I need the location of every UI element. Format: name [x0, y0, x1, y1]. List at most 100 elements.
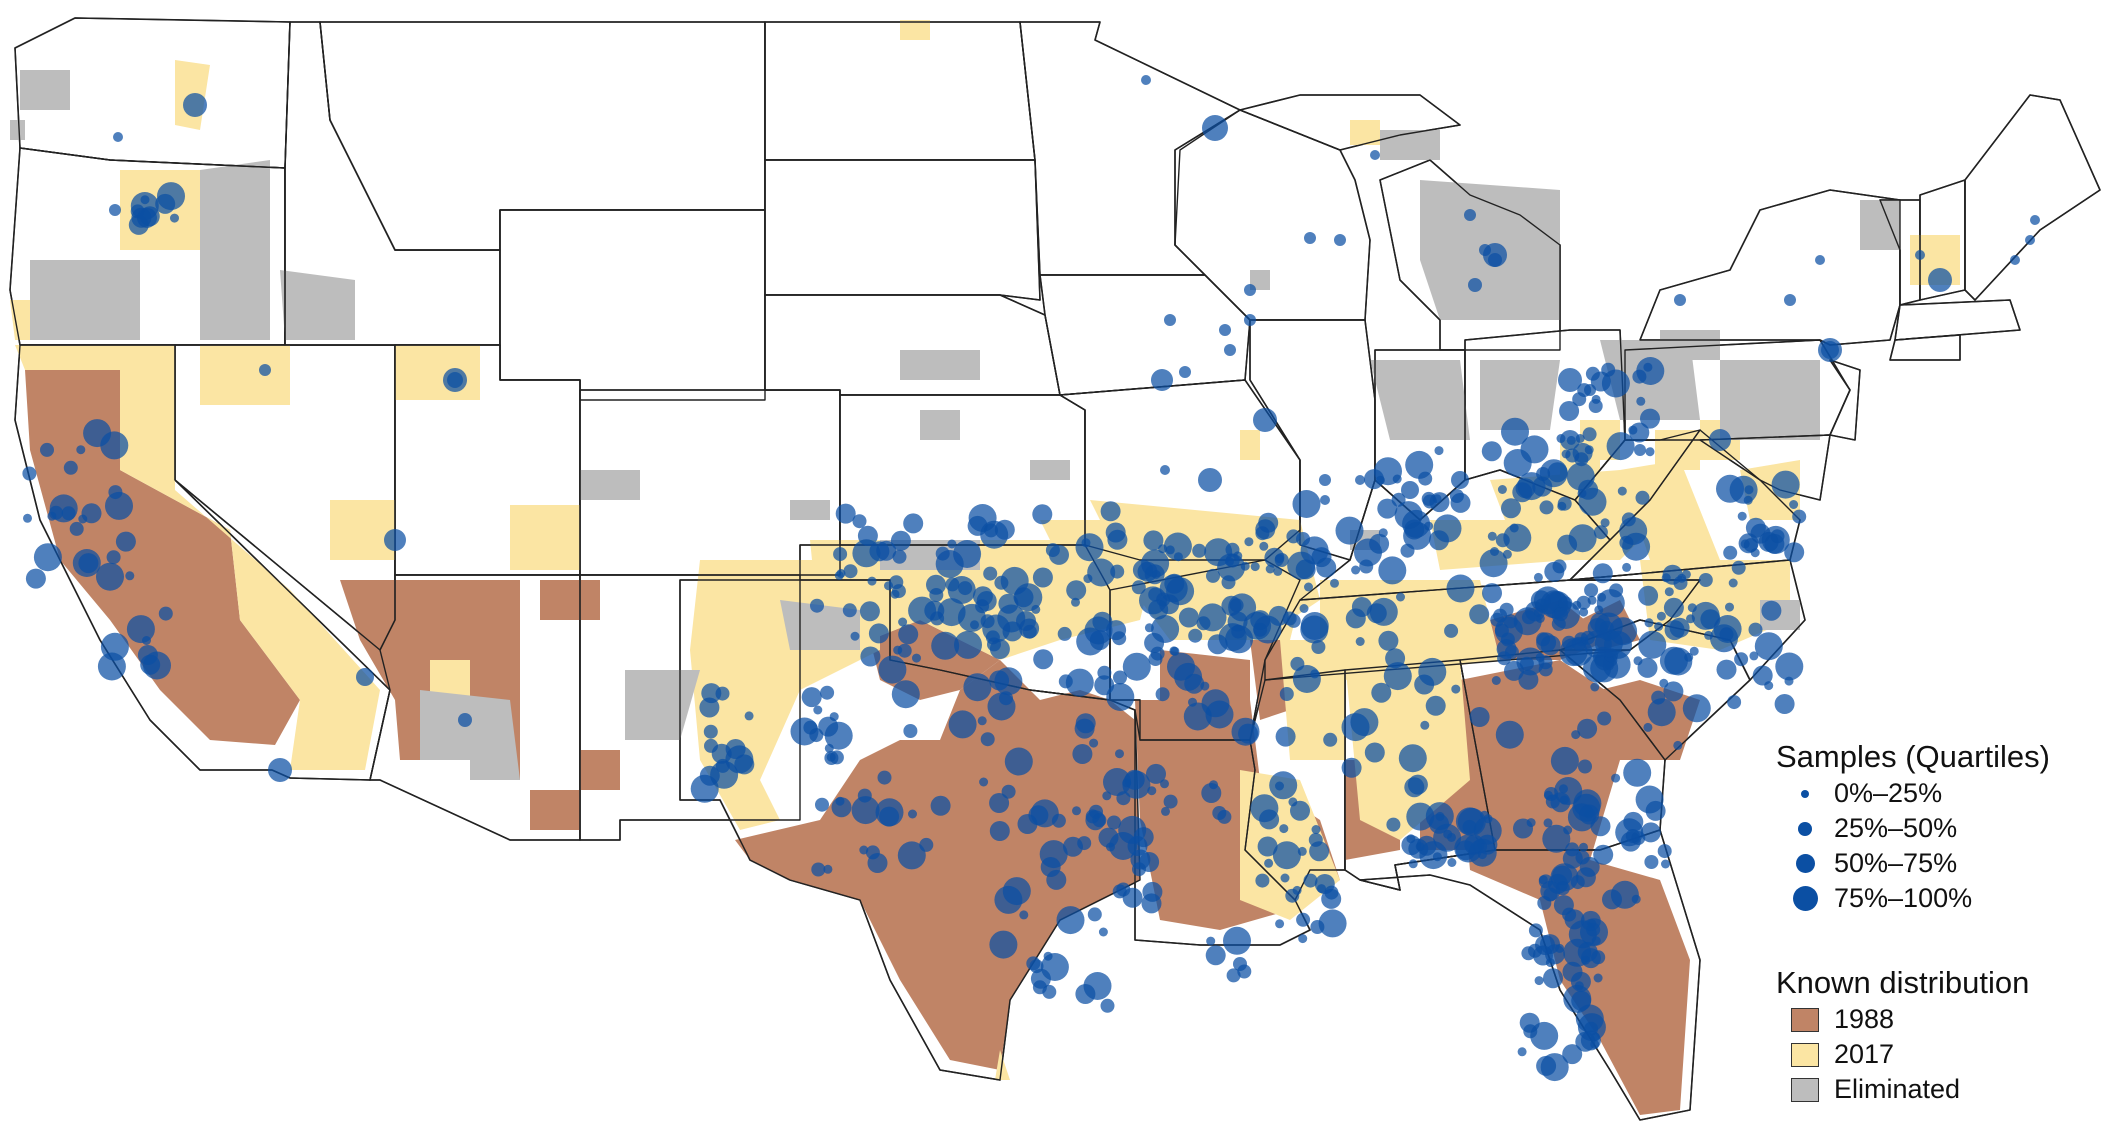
sample-point: [850, 631, 860, 641]
sample-point: [1629, 422, 1650, 443]
sample-point: [1075, 533, 1104, 562]
sample-point: [1789, 500, 1799, 509]
sample-point: [1473, 816, 1502, 845]
state-border-michigan-lower: [1379, 159, 1561, 351]
sample-point: [81, 503, 102, 524]
sample-point: [1058, 674, 1073, 689]
sample-point: [33, 543, 62, 572]
sample-point: [1087, 558, 1116, 587]
sample-point: [1479, 244, 1491, 256]
sample-point: [1433, 514, 1462, 543]
sample-point: [1224, 557, 1234, 567]
sample-point: [443, 368, 467, 392]
sample-point: [1593, 973, 1603, 983]
sample-point: [1578, 479, 1599, 500]
sample-point: [1521, 946, 1536, 961]
sample-point: [1141, 893, 1162, 914]
sample-point: [860, 646, 881, 667]
sample-point: [935, 546, 950, 561]
sample-point: [1579, 804, 1600, 825]
sample-point: [131, 207, 152, 228]
sample-point: [1297, 846, 1307, 856]
sample-point: [1330, 578, 1339, 588]
sample-point: [1429, 813, 1449, 834]
sample-point: [1451, 471, 1469, 489]
sample-point: [1723, 545, 1738, 560]
distribution-area: [1240, 430, 1260, 460]
sample-point: [1303, 873, 1318, 888]
sample-point: [1623, 758, 1652, 787]
sample-point: [1051, 813, 1066, 828]
sample-point: [1713, 615, 1742, 643]
sample-point: [898, 617, 908, 627]
sample-point: [25, 568, 46, 589]
sample-point: [1495, 720, 1524, 749]
sample-point: [831, 797, 852, 818]
sample-point: [1582, 427, 1597, 442]
sample-point: [919, 837, 934, 852]
sample-point: [1179, 366, 1191, 378]
sample-point: [1421, 491, 1436, 506]
sample-point: [1625, 829, 1640, 843]
legend-sample-q4: 75%–100%: [1776, 881, 2050, 916]
sample-point: [701, 683, 722, 704]
sample-point: [1689, 646, 1699, 656]
sample-point: [1405, 450, 1434, 479]
sample-point: [1631, 894, 1641, 904]
sample-point: [1198, 468, 1222, 492]
sample-point: [1244, 284, 1256, 296]
sample-point: [903, 513, 924, 534]
distribution-area: [1860, 200, 1900, 250]
distribution-area: [1380, 130, 1440, 160]
samples-legend-title: Samples (Quartiles): [1776, 739, 2050, 774]
sample-point: [1130, 849, 1151, 870]
map-legend: Samples (Quartiles) 0%–25% 25%–50% 50%–7…: [1776, 738, 2050, 1107]
sample-point: [1585, 366, 1600, 381]
sample-point: [834, 571, 844, 580]
sample-point: [1298, 934, 1308, 944]
sample-point: [1754, 632, 1783, 661]
sample-point: [1416, 835, 1437, 856]
sample-point: [824, 721, 853, 750]
sample-point: [1425, 695, 1446, 716]
sample-point: [1092, 813, 1107, 828]
sample-point: [1557, 501, 1567, 511]
sample-point: [1469, 707, 1490, 727]
sample-point: [1092, 611, 1113, 632]
sample-point: [1083, 574, 1093, 584]
sample-point: [183, 93, 207, 117]
sample-point: [1815, 255, 1825, 265]
sample-point: [989, 930, 1018, 959]
sample-point: [96, 562, 124, 591]
state-maine: [1964, 94, 2101, 301]
sample-point: [994, 885, 1023, 914]
sample-point: [1290, 800, 1310, 821]
sample-point: [1451, 684, 1461, 694]
sample-point: [1597, 711, 1612, 726]
sample-point: [912, 653, 921, 663]
distribution-area: [330, 500, 395, 560]
sample-point: [1740, 539, 1750, 549]
sample-point: [1604, 630, 1632, 659]
state-wyoming: [499, 209, 766, 401]
sample-point: [1572, 392, 1587, 407]
sample-point: [1661, 859, 1670, 869]
sample-point: [69, 521, 84, 536]
sample-point: [1609, 583, 1624, 598]
sample-point: [967, 515, 988, 536]
sample-point: [1543, 968, 1563, 989]
sample-point: [1311, 640, 1326, 654]
sample-point: [1275, 919, 1285, 929]
sample-point: [109, 204, 121, 216]
sample-point: [1221, 575, 1236, 590]
sample-point: [734, 754, 755, 775]
sample-point: [1115, 749, 1124, 759]
sample-point: [1501, 417, 1529, 446]
sample-point: [1056, 906, 1085, 935]
sample-point: [937, 598, 966, 627]
distribution-area: [280, 270, 355, 340]
sample-point: [931, 631, 960, 660]
sample-point: [1300, 615, 1329, 644]
sample-point: [790, 717, 819, 746]
